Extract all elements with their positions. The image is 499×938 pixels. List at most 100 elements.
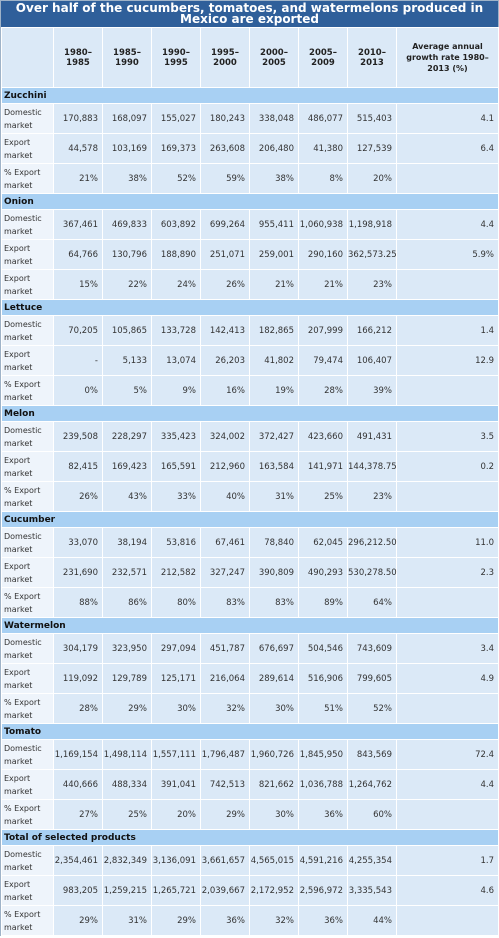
table-row: Export market -5,133 13,074 26,203 41,802 79,…: [1, 345, 499, 376]
row-label: % Export market: [1, 587, 54, 618]
table-cell: 43%: [102, 481, 152, 512]
table-cell: 89%: [298, 587, 348, 618]
table-cell: 119,092: [53, 663, 103, 694]
table-cell: 20%: [347, 163, 397, 194]
table-cell: 983,205: [53, 875, 103, 906]
table-row: Domestic market 239,508 228,297 335,423 324,…: [1, 421, 499, 452]
table-cell: 24%: [151, 269, 201, 300]
table-cell: 20%: [151, 799, 201, 830]
column-header: 1980–1985: [53, 27, 103, 88]
table-cell: 103,169: [102, 133, 152, 164]
section-title: Watermelon: [1, 617, 499, 634]
table-cell: 338,048: [249, 103, 299, 134]
header-blank-cell: [1, 27, 54, 88]
table-cell: 490,293: [298, 557, 348, 588]
table-cell: 743,609: [347, 633, 397, 664]
row-label: Domestic market: [1, 103, 54, 134]
section-title: Lettuce: [1, 299, 499, 316]
table-row: Domestic market 70,205 105,865 133,728 142,4…: [1, 315, 499, 346]
table-cell: 130,796: [102, 239, 152, 270]
row-label: Export market: [1, 451, 54, 482]
table-row: % Export market 28% 29% 30% 32% 30% 51% 52%: [1, 693, 499, 724]
table-cell: 2,039,667: [200, 875, 250, 906]
row-label: Export market: [1, 269, 54, 300]
table-cell: 1,265,721: [151, 875, 201, 906]
column-header: 2005–2009: [298, 27, 348, 88]
table-row: % Export market 26% 43% 33% 40% 31% 25% 23%: [1, 481, 499, 512]
section-title: Tomato: [1, 723, 499, 740]
row-label: Domestic market: [1, 633, 54, 664]
table-row: Domestic market 1,169,154 1,498,114 1,557,1…: [1, 739, 499, 770]
table-cell: 1,264,762: [347, 769, 397, 800]
growth-rate-cell: [396, 269, 499, 300]
table-row: % Export market 88% 86% 80% 83% 83% 89% 64%: [1, 587, 499, 618]
table-cell: 23%: [347, 481, 397, 512]
table-cell: 15%: [53, 269, 103, 300]
table-cell: 19%: [249, 375, 299, 406]
section-title: Zucchini: [1, 87, 499, 104]
table-cell: 38,194: [102, 527, 152, 558]
table-cell: 21%: [53, 163, 103, 194]
table-cell: 166,212: [347, 315, 397, 346]
table-cell: 86%: [102, 587, 152, 618]
growth-rate-cell: 6.4: [396, 133, 499, 164]
table-cell: 30%: [151, 693, 201, 724]
table-cell: 491,431: [347, 421, 397, 452]
table-cell: 59%: [200, 163, 250, 194]
table-cell: 29%: [102, 693, 152, 724]
table-cell: 83%: [200, 587, 250, 618]
table-cell: 821,662: [249, 769, 299, 800]
table-cell: 16%: [200, 375, 250, 406]
table-cell: 516,906: [298, 663, 348, 694]
table-cell: 0%: [53, 375, 103, 406]
growth-rate-cell: 4.4: [396, 209, 499, 240]
table-cell: 1,169,154: [53, 739, 103, 770]
table-cell: 212,582: [151, 557, 201, 588]
table-cell: 3,661,657: [200, 845, 250, 876]
table-cell: 41,802: [249, 345, 299, 376]
growth-rate-cell: 4.6: [396, 875, 499, 906]
table-cell: 2,832,349: [102, 845, 152, 876]
growth-rate-cell: 1.7: [396, 845, 499, 876]
table-cell: 62,045: [298, 527, 348, 558]
table-cell: 290,160: [298, 239, 348, 270]
table-cell: 29%: [151, 905, 201, 936]
table-row: Domestic market 170,883 168,097 155,027 180,…: [1, 103, 499, 134]
table-cell: 33,070: [53, 527, 103, 558]
table-cell: 170,883: [53, 103, 103, 134]
table-cell: 423,660: [298, 421, 348, 452]
table-cell: 8%: [298, 163, 348, 194]
table-cell: 29%: [53, 905, 103, 936]
row-label: Domestic market: [1, 527, 54, 558]
table-cell: 129,789: [102, 663, 152, 694]
growth-rate-cell: 12.9: [396, 345, 499, 376]
table-cell: 53,816: [151, 527, 201, 558]
table-cell: 168,097: [102, 103, 152, 134]
table-cell: 141,971: [298, 451, 348, 482]
table-cell: 64%: [347, 587, 397, 618]
table-cell: 125,171: [151, 663, 201, 694]
table-row: Export market 15% 22% 24% 26% 21% 21% 23%: [1, 269, 499, 300]
table-cell: 451,787: [200, 633, 250, 664]
table-cell: 212,960: [200, 451, 250, 482]
section-header-row: Total of selected products: [1, 829, 499, 846]
table-cell: 52%: [347, 693, 397, 724]
table-cell: 133,728: [151, 315, 201, 346]
table-cell: 323,950: [102, 633, 152, 664]
table-cell: 228,297: [102, 421, 152, 452]
table-cell: 367,461: [53, 209, 103, 240]
table-cell: 13,074: [151, 345, 201, 376]
table-cell: 3,136,091: [151, 845, 201, 876]
table-cell: 31%: [102, 905, 152, 936]
growth-rate-cell: 1.4: [396, 315, 499, 346]
growth-rate-cell: 72.4: [396, 739, 499, 770]
growth-rate-cell: 4.9: [396, 663, 499, 694]
growth-rate-cell: 11.0: [396, 527, 499, 558]
table-cell: 362,573.25: [347, 239, 397, 270]
table-cell: 231,690: [53, 557, 103, 588]
table-row: Export market 44,578 103,169 169,373 263,608…: [1, 133, 499, 164]
table-row: Export market 64,766 130,796 188,890 251,071…: [1, 239, 499, 270]
table-cell: 64,766: [53, 239, 103, 270]
growth-rate-cell: [396, 163, 499, 194]
column-header: 2000–2005: [249, 27, 299, 88]
